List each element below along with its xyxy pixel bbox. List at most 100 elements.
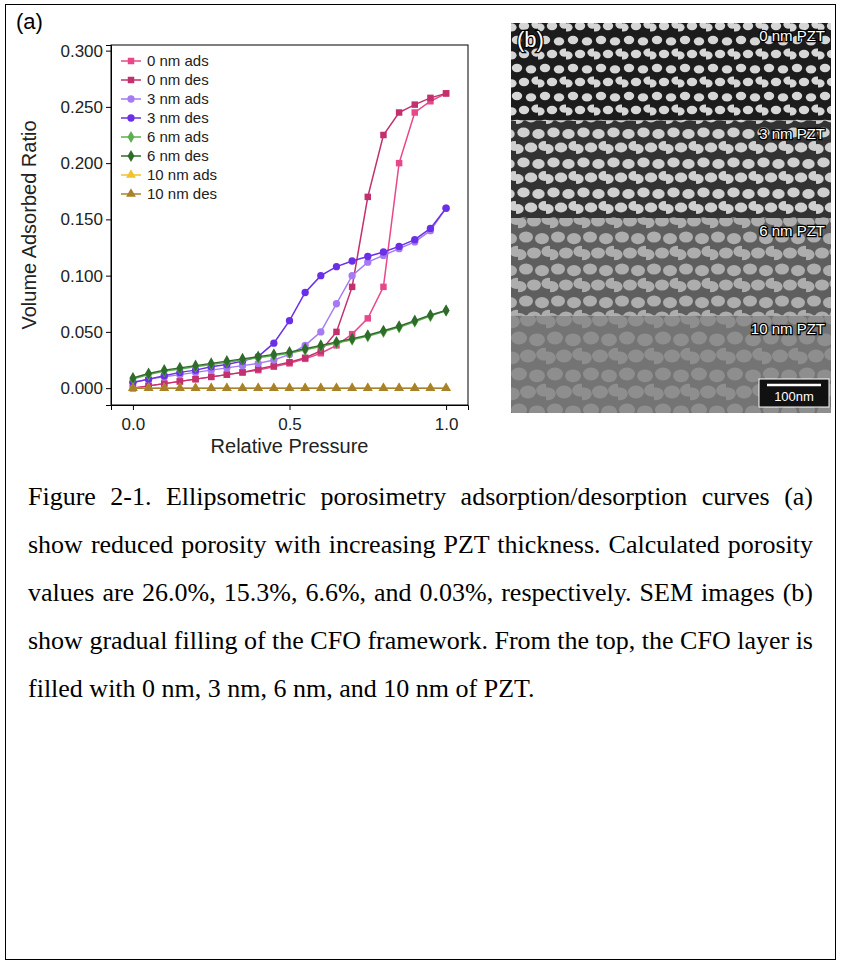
plot-frame	[111, 45, 468, 405]
legend-marker	[128, 150, 135, 162]
series-marker	[364, 253, 371, 260]
series-marker	[348, 257, 355, 264]
series-marker	[316, 382, 326, 391]
x-axis-line	[112, 406, 469, 411]
series-marker	[441, 382, 451, 391]
series-marker	[333, 300, 340, 307]
series-marker	[206, 382, 216, 391]
x-tick-mark	[290, 405, 291, 410]
legend-label: 3 nm ads	[147, 90, 209, 107]
y-tick: 0.100	[60, 267, 111, 286]
series-marker	[208, 374, 214, 380]
caption: Figure 2-1. Ellipsometric porosimetry ad…	[28, 473, 813, 713]
x-tick: 1.0	[435, 405, 459, 434]
figure: 0.0000.0500.1000.1500.2000.2500.3000.00.…	[5, 4, 836, 960]
x-tick-mark	[446, 405, 447, 410]
y-tick: 0.300	[60, 42, 111, 61]
series-marker	[144, 382, 154, 391]
x-axis-title: Relative Pressure	[211, 435, 369, 457]
series-marker	[253, 382, 263, 391]
series-marker	[269, 382, 279, 391]
scale-bar-label: 100nm	[774, 389, 814, 404]
y-tick-label: 0.300	[60, 42, 103, 61]
series-marker	[332, 382, 342, 391]
series-marker	[129, 372, 136, 384]
series-marker	[396, 160, 402, 166]
panel-label: (b)	[517, 27, 544, 52]
series-marker	[317, 272, 324, 279]
series-marker	[222, 382, 232, 391]
series-marker	[394, 382, 404, 391]
series-marker	[425, 382, 435, 391]
series	[128, 382, 451, 391]
series-marker	[380, 132, 386, 138]
legend-marker	[128, 77, 134, 83]
series-marker	[347, 382, 357, 391]
series	[129, 204, 449, 386]
legend-label: 10 nm ads	[147, 166, 217, 183]
series-marker	[333, 329, 339, 335]
y-tick-label: 0.150	[60, 210, 103, 229]
series-marker	[144, 382, 154, 391]
legend-label: 3 nm des	[147, 109, 209, 126]
y-tick-mark	[106, 219, 111, 220]
series-marker	[176, 362, 183, 374]
sem-band	[511, 121, 831, 219]
series-marker	[192, 376, 198, 382]
series-marker	[411, 236, 418, 243]
series-marker	[410, 382, 420, 391]
series-marker	[443, 304, 450, 316]
series-marker	[380, 284, 386, 290]
y-tick-mark	[106, 276, 111, 277]
legend-entry: 6 nm des	[121, 147, 209, 164]
sem-band-label: 0 nm PZT	[759, 27, 825, 44]
series-marker	[425, 382, 435, 391]
series-line	[133, 311, 446, 380]
series-marker	[317, 339, 324, 351]
y-tick: 0.000	[60, 379, 111, 398]
y-tick: 0.200	[60, 154, 111, 173]
series-marker	[286, 317, 293, 324]
series-marker	[443, 304, 450, 316]
x-tick-mark	[133, 405, 134, 410]
series-marker	[396, 320, 403, 332]
legend-marker	[127, 95, 134, 102]
series-marker	[270, 348, 277, 360]
sem-band	[511, 23, 831, 121]
y-tick-label: 0.000	[60, 379, 103, 398]
panel-label: (a)	[16, 9, 43, 34]
y-tick-mark	[106, 332, 111, 333]
series	[129, 304, 449, 384]
y-tick-mark	[106, 388, 111, 389]
series-marker	[208, 374, 214, 380]
series-marker	[175, 382, 185, 391]
series-marker	[224, 371, 230, 377]
series-marker	[380, 325, 387, 337]
series-marker	[192, 376, 198, 382]
y-tick: 0.150	[60, 210, 111, 229]
series-marker	[443, 90, 449, 96]
sem-band-label: 6 nm PZT	[759, 222, 825, 239]
x-axis: 0.00.51.0	[112, 405, 469, 434]
series-marker	[442, 204, 449, 211]
series-marker	[380, 248, 387, 255]
figure-svg: 0.0000.0500.1000.1500.2000.2500.3000.00.…	[6, 5, 837, 467]
legend-entry: 0 nm ads	[121, 52, 209, 69]
series-marker	[396, 109, 402, 115]
series-marker	[128, 382, 138, 391]
series-marker	[333, 263, 340, 270]
series-marker	[223, 355, 230, 367]
series-marker	[239, 369, 245, 375]
scale-bar	[767, 384, 821, 387]
series-marker	[411, 315, 418, 327]
series-marker	[145, 367, 152, 379]
series-marker	[379, 382, 389, 391]
series-marker	[191, 382, 201, 391]
y-tick-label: 0.100	[60, 267, 103, 286]
scale-bar-box	[759, 379, 829, 407]
legend-marker	[128, 131, 135, 143]
sem-band-label: 10 nm PZT	[751, 320, 825, 337]
series-marker	[239, 369, 245, 375]
series-line	[133, 208, 446, 382]
series-marker	[427, 309, 434, 321]
